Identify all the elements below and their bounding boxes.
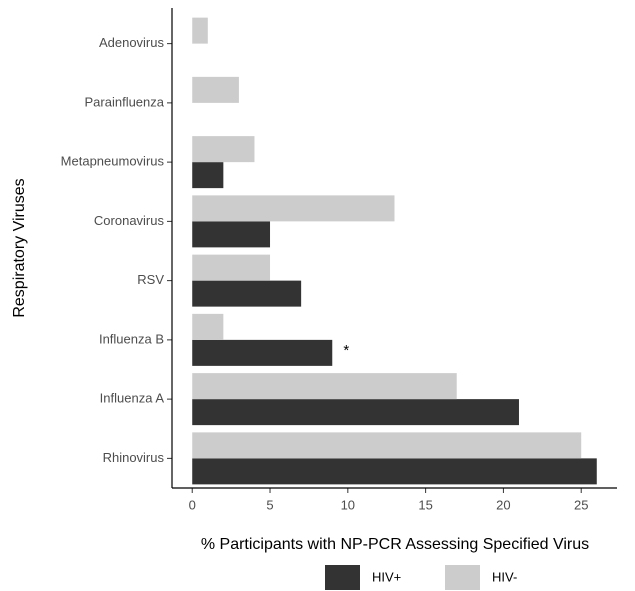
- legend-swatch: [325, 565, 360, 590]
- y-tick-label: Influenza B: [99, 331, 164, 346]
- y-tick-label: Parainfluenza: [85, 94, 165, 109]
- y-tick-label: Rhinovirus: [103, 450, 165, 465]
- y-tick-label: Influenza A: [100, 391, 165, 406]
- legend-swatch: [445, 565, 480, 590]
- x-tick-label: 5: [266, 497, 273, 512]
- bar: [192, 162, 224, 189]
- y-tick-label: Coronavirus: [94, 213, 165, 228]
- y-axis-title: Respiratory Viruses: [11, 178, 28, 317]
- bar: [192, 339, 333, 366]
- bar: [192, 195, 395, 222]
- bar: [192, 17, 208, 44]
- bar: [192, 136, 255, 163]
- bar: [192, 254, 271, 281]
- x-axis-title: % Participants with NP-PCR Assessing Spe…: [201, 536, 589, 553]
- x-tick-label: 0: [189, 497, 196, 512]
- legend-label: HIV+: [372, 569, 401, 584]
- y-tick-label: RSV: [137, 272, 164, 287]
- bar: [192, 221, 271, 248]
- annotation: *: [343, 342, 349, 359]
- x-tick-label: 10: [341, 497, 355, 512]
- bar: [192, 399, 519, 426]
- bar: [192, 458, 597, 485]
- y-tick-label: Metapneumovirus: [61, 154, 165, 169]
- x-tick-label: 20: [496, 497, 510, 512]
- bar: [192, 432, 582, 459]
- bar: [192, 373, 457, 400]
- x-tick-label: 15: [418, 497, 432, 512]
- bar: [192, 76, 239, 103]
- bar: [192, 313, 224, 340]
- y-tick-label: Adenovirus: [99, 35, 165, 50]
- legend-label: HIV-: [492, 569, 517, 584]
- bar: [192, 280, 302, 307]
- x-tick-label: 25: [574, 497, 588, 512]
